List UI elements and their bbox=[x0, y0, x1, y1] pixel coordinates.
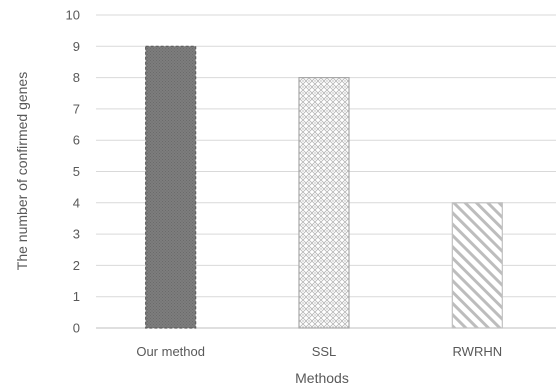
y-tick-label: 1 bbox=[73, 289, 80, 304]
x-tick-label: Our method bbox=[136, 344, 205, 359]
bar-rwrhn bbox=[451, 202, 503, 329]
bars bbox=[145, 45, 503, 329]
y-tick-label: 7 bbox=[73, 101, 80, 116]
y-axis-title: The number of confirmed genes bbox=[14, 72, 30, 270]
y-tick-label: 3 bbox=[73, 227, 80, 242]
x-tick-labels: Our method SSL RWRHN bbox=[136, 344, 502, 359]
y-tick-label: 4 bbox=[73, 195, 80, 210]
y-tick-label: 0 bbox=[73, 321, 80, 336]
y-tick-label: 10 bbox=[66, 8, 80, 23]
x-axis-title: Methods bbox=[295, 370, 349, 386]
x-tick-label: SSL bbox=[312, 344, 337, 359]
y-tick-label: 6 bbox=[73, 133, 80, 148]
y-tick-label: 9 bbox=[73, 39, 80, 54]
bar-ssl bbox=[298, 76, 350, 329]
bar-our-method bbox=[145, 45, 197, 329]
x-tick-label: RWRHN bbox=[453, 344, 503, 359]
y-tick-label: 5 bbox=[73, 164, 80, 179]
y-tick-label: 8 bbox=[73, 70, 80, 85]
y-tick-labels: 0 1 2 3 4 5 6 7 8 9 10 bbox=[66, 8, 80, 336]
y-tick-label: 2 bbox=[73, 258, 80, 273]
